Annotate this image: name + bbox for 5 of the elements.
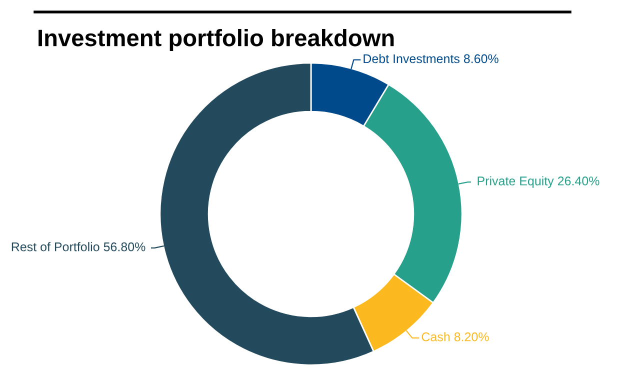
slice-label: Debt Investments 8.60% (364, 54, 498, 64)
chart-title: Investment portfolio breakdown (38, 28, 394, 52)
slice-label: Cash 8.20% (422, 332, 489, 342)
slice-label: Rest of Portfolio 56.80% (12, 242, 146, 252)
slice-label: Private Equity 26.40% (478, 176, 600, 188)
